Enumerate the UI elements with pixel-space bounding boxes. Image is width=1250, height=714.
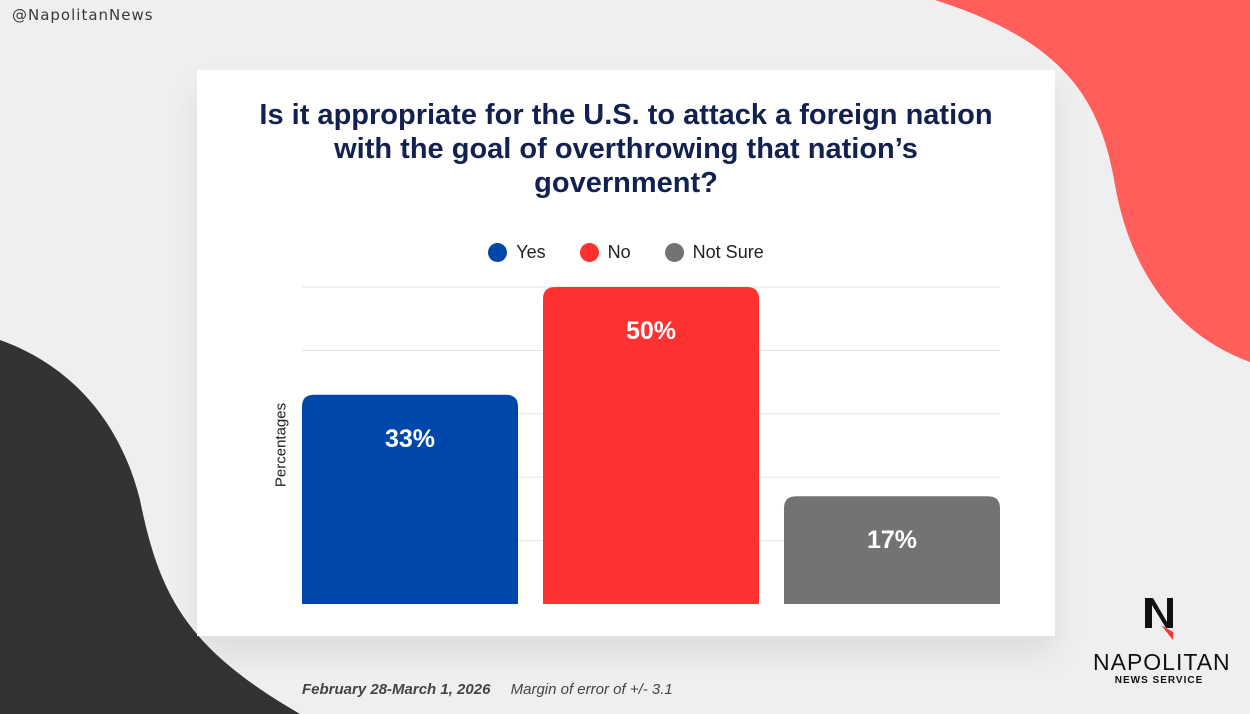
legend-label-no: No (607, 242, 631, 262)
bar-no (543, 287, 759, 604)
logo-subtitle: NEWS SERVICE (1114, 675, 1204, 686)
logo-name: NAPOLITAN (1093, 649, 1231, 675)
legend-item-not-sure: Not Sure (664, 242, 764, 263)
y-axis-label: Percentages (272, 402, 290, 488)
bar-plot: 33% 50% 17% (302, 286, 1000, 604)
napolitan-logo: NAPOLITAN NEWS SERVICE (1093, 596, 1231, 686)
legend-swatch-not-sure (664, 243, 684, 262)
survey-dates: February 28-March 1, 2026 (302, 681, 491, 698)
margin-of-error: Margin of error of +/- 3.1 (510, 681, 673, 698)
legend-item-no: No (579, 242, 631, 263)
chart-title: Is it appropriate for the U.S. to attack… (259, 99, 993, 199)
footer: February 28-March 1, 2026 Margin of erro… (302, 681, 673, 698)
data-label-yes: 33% (385, 425, 435, 453)
chart-legend: Yes No Not Sure (197, 242, 1055, 263)
logo-mark-icon (1145, 598, 1173, 640)
bar-yes (302, 394, 518, 604)
legend-swatch-no (579, 243, 599, 262)
data-label-no: 50% (626, 317, 676, 345)
legend-item-yes: Yes (488, 242, 546, 263)
social-handle: @NapolitanNews (12, 6, 154, 24)
legend-label-not-sure: Not Sure (692, 242, 764, 262)
chart-card: Is it appropriate for the U.S. to attack… (197, 70, 1055, 636)
data-label-not-sure: 17% (867, 526, 917, 554)
legend-swatch-yes (488, 243, 508, 262)
bar-not-sure (784, 496, 1000, 604)
legend-label-yes: Yes (516, 242, 546, 262)
